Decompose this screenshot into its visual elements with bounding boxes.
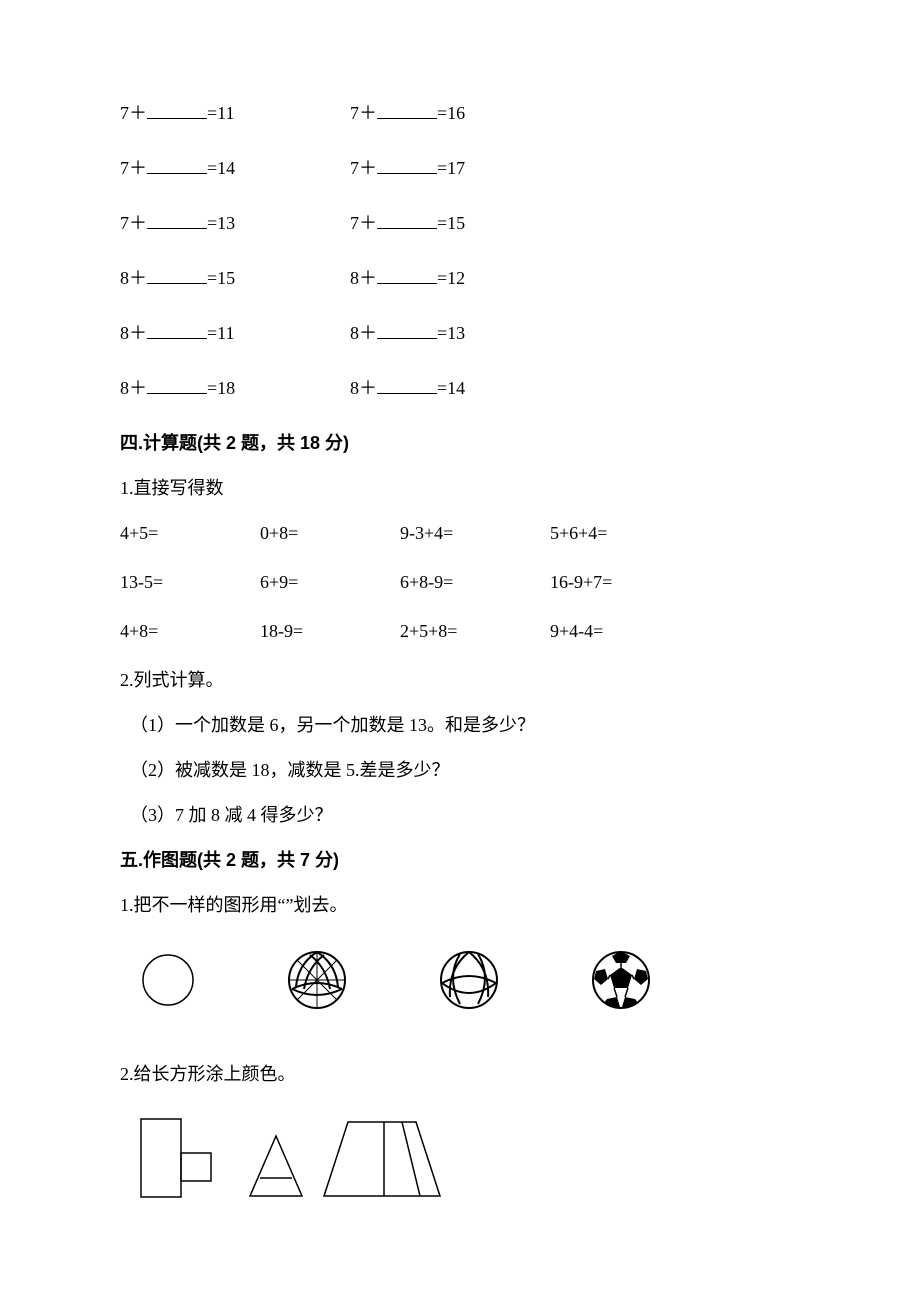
fill-cell-right: 8＋ =12	[350, 265, 580, 292]
fill-cell-right: 7＋ =16	[350, 100, 580, 127]
fill-cell-left: 8＋ =11	[120, 320, 350, 347]
fill-suffix: =14	[437, 378, 465, 398]
fill-prefix: 8＋	[120, 323, 147, 343]
fill-blank[interactable]	[147, 104, 207, 119]
calc-cell: 4+5=	[120, 520, 260, 547]
fill-prefix: 7＋	[350, 213, 377, 233]
fill-suffix: =15	[207, 268, 235, 288]
calc-cell: 0+8=	[260, 520, 400, 547]
calc-cell: 4+8=	[120, 618, 260, 645]
fill-blank[interactable]	[377, 324, 437, 339]
fill-row: 8＋ =18 8＋ =14	[120, 375, 800, 402]
fill-blank[interactable]	[147, 269, 207, 284]
fill-prefix: 7＋	[120, 103, 147, 123]
fill-row: 7＋ =13 7＋ =15	[120, 210, 800, 237]
fill-blank[interactable]	[147, 324, 207, 339]
fill-prefix: 7＋	[350, 103, 377, 123]
fill-row: 7＋ =11 7＋ =16	[120, 100, 800, 127]
fill-suffix: =11	[207, 103, 234, 123]
fill-cell-right: 8＋ =14	[350, 375, 580, 402]
soccer-ball-icon	[590, 949, 652, 1011]
calc-cell: 9-3+4=	[400, 520, 550, 547]
q4-1-prompt: 1.直接写得数	[120, 475, 800, 502]
trapezoid-shape-icon	[322, 1120, 442, 1198]
q4-2-prompt: 2.列式计算。	[120, 667, 800, 694]
fill-blank[interactable]	[377, 379, 437, 394]
q4-2-item-3: （3）7 加 8 减 4 得多少？	[130, 802, 800, 829]
fill-prefix: 8＋	[350, 378, 377, 398]
fill-blank[interactable]	[147, 379, 207, 394]
circle-shape-icon	[140, 952, 196, 1008]
calc-row: 4+5=0+8=9-3+4=5+6+4=	[120, 520, 800, 547]
fill-suffix: =11	[207, 323, 234, 343]
fill-prefix: 8＋	[350, 268, 377, 288]
fill-row: 7＋ =14 7＋ =17	[120, 155, 800, 182]
fill-prefix: 7＋	[350, 158, 377, 178]
fill-row: 8＋ =11 8＋ =13	[120, 320, 800, 347]
calc-cell: 6+8-9=	[400, 569, 550, 596]
fill-blank[interactable]	[147, 214, 207, 229]
fill-suffix: =13	[437, 323, 465, 343]
calc-cell: 16-9+7=	[550, 569, 700, 596]
fill-blank[interactable]	[377, 104, 437, 119]
fill-suffix: =18	[207, 378, 235, 398]
volleyball-1-icon	[286, 949, 348, 1011]
fill-blank[interactable]	[147, 159, 207, 174]
fill-row: 8＋ =15 8＋ =12	[120, 265, 800, 292]
balls-row	[140, 949, 800, 1011]
fill-cell-left: 7＋ =13	[120, 210, 350, 237]
q5-2-prompt: 2.给长方形涂上颜色。	[120, 1061, 800, 1088]
calc-cell: 18-9=	[260, 618, 400, 645]
fill-suffix: =13	[207, 213, 235, 233]
calc-grid: 4+5=0+8=9-3+4=5+6+4= 13-5=6+9=6+8-9=16-9+…	[120, 520, 800, 645]
fill-suffix: =15	[437, 213, 465, 233]
calc-cell: 13-5=	[120, 569, 260, 596]
q4-2-item-1: （1）一个加数是 6，另一个加数是 13。和是多少？	[130, 712, 800, 739]
fill-cell-right: 8＋ =13	[350, 320, 580, 347]
fill-prefix: 8＋	[350, 323, 377, 343]
calc-cell: 6+9=	[260, 569, 400, 596]
section-five-title: 五.作图题(共 2 题，共 7 分)	[120, 847, 800, 874]
calc-row: 13-5=6+9=6+8-9=16-9+7=	[120, 569, 800, 596]
fill-cell-left: 7＋ =11	[120, 100, 350, 127]
worksheet-page: 7＋ =11 7＋ =16 7＋ =14 7＋ =17 7＋ =13 7＋ =15 8＋ =15 8＋ =12…	[0, 0, 920, 1258]
fill-blank[interactable]	[377, 269, 437, 284]
shapes-row	[140, 1118, 800, 1198]
calc-cell: 2+5+8=	[400, 618, 550, 645]
volleyball-2-icon	[438, 949, 500, 1011]
fill-cell-right: 7＋ =15	[350, 210, 580, 237]
fill-cell-left: 8＋ =18	[120, 375, 350, 402]
fill-cell-right: 7＋ =17	[350, 155, 580, 182]
fill-prefix: 7＋	[120, 158, 147, 178]
fill-suffix: =12	[437, 268, 465, 288]
fill-prefix: 8＋	[120, 268, 147, 288]
section-four-title: 四.计算题(共 2 题，共 18 分)	[120, 430, 800, 457]
fill-blank[interactable]	[377, 214, 437, 229]
fill-suffix: =14	[207, 158, 235, 178]
fill-in-section: 7＋ =11 7＋ =16 7＋ =14 7＋ =17 7＋ =13 7＋ =15 8＋ =15 8＋ =12…	[120, 100, 800, 402]
rectangles-shape-icon	[140, 1118, 230, 1198]
q5-1-prompt: 1.把不一样的图形用“”划去。	[120, 892, 800, 919]
fill-prefix: 7＋	[120, 213, 147, 233]
q4-2-item-2: （2）被减数是 18，减数是 5.差是多少？	[130, 757, 800, 784]
fill-blank[interactable]	[377, 159, 437, 174]
calc-cell: 9+4-4=	[550, 618, 700, 645]
triangle-shape-icon	[248, 1134, 304, 1198]
fill-suffix: =16	[437, 103, 465, 123]
fill-cell-left: 7＋ =14	[120, 155, 350, 182]
calc-cell: 5+6+4=	[550, 520, 700, 547]
fill-suffix: =17	[437, 158, 465, 178]
fill-cell-left: 8＋ =15	[120, 265, 350, 292]
calc-row: 4+8=18-9=2+5+8=9+4-4=	[120, 618, 800, 645]
fill-prefix: 8＋	[120, 378, 147, 398]
